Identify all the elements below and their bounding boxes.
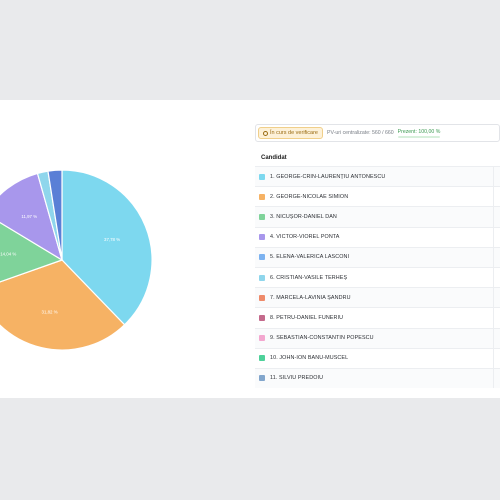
candidate-name: 3. NICUȘOR-DANIEL DAN: [270, 213, 337, 220]
candidate-color-swatch: [259, 234, 265, 241]
candidate-name: 4. VICTOR-VIOREL PONTA: [270, 234, 340, 241]
pie-slice[interactable]: [61, 169, 153, 326]
column-divider: [493, 167, 494, 187]
candidate-name: 6. CRISTIAN-VASILE TERHEȘ: [270, 274, 348, 281]
candidate-row[interactable]: 11. SILVIU PREDOIU: [255, 367, 500, 389]
candidate-name: 8. PETRU-DANIEL FUNERIU: [270, 314, 344, 321]
verification-status-label: În curs de verificare: [270, 130, 318, 136]
candidate-row[interactable]: 7. MARCELA-LAVINIA ȘANDRU: [255, 287, 500, 308]
column-divider: [493, 267, 494, 288]
presence-label: Prezent: 100,00 %: [397, 128, 441, 135]
candidate-color-swatch: [259, 314, 265, 321]
candidate-name: 11. SILVIU PREDOIU: [270, 375, 324, 382]
pie-slice-label: 31,82 %: [42, 310, 58, 315]
column-divider: [493, 227, 494, 247]
candidate-color-swatch: [259, 375, 265, 382]
candidate-list: 1. GEORGE-CRIN-LAURENȚIU ANTONESCU 2. GEO…: [255, 166, 500, 389]
column-divider: [493, 348, 494, 368]
pie-slice[interactable]: [0, 214, 64, 290]
candidate-color-swatch: [259, 193, 265, 200]
candidate-color-swatch: [259, 355, 265, 362]
results-pie-chart: 37,78 % 31,82 % 14,04 % 11,97 %: [0, 169, 153, 351]
column-divider: [493, 328, 494, 348]
candidate-color-swatch: [259, 294, 265, 301]
clock-icon: [263, 130, 268, 136]
pie-slice[interactable]: [0, 259, 126, 351]
candidate-row[interactable]: 8. PETRU-DANIEL FUNERIU: [255, 307, 500, 328]
candidate-color-swatch: [259, 254, 265, 261]
candidate-name: 10. JOHN-ION BANU-MUSCEL: [270, 355, 349, 362]
presence-progress-bar: [397, 135, 441, 138]
pie-slice-label: 11,97 %: [21, 214, 37, 219]
candidate-row[interactable]: 3. NICUȘOR-DANIEL DAN: [255, 206, 500, 227]
verification-status-chip[interactable]: În curs de verificare: [258, 127, 323, 139]
presence-indicator: Prezent: 100,00 %: [397, 128, 441, 138]
pie-slice-label: 37,78 %: [104, 237, 120, 242]
candidate-color-swatch: [259, 213, 265, 220]
candidate-column-header[interactable]: Candidat: [261, 154, 287, 161]
candidate-row[interactable]: 4. VICTOR-VIOREL PONTA: [255, 226, 500, 247]
candidate-name: 2. GEORGE-NICOLAE SIMION: [270, 193, 349, 200]
candidate-name: 5. ELENA-VALERICA LASCONI: [270, 254, 350, 261]
column-divider: [493, 288, 494, 308]
candidate-color-swatch: [259, 274, 265, 281]
candidate-row[interactable]: 1. GEORGE-CRIN-LAURENȚIU ANTONESCU: [255, 166, 500, 187]
sections-counter: PV-uri centralizate: 560 / 660: [327, 130, 394, 136]
pie-slice[interactable]: [0, 172, 63, 262]
pie-slice[interactable]: [47, 169, 63, 261]
candidate-name: 1. GEORGE-CRIN-LAURENȚIU ANTONESCU: [270, 173, 386, 180]
column-divider: [493, 207, 494, 227]
candidate-row[interactable]: 10. JOHN-ION BANU-MUSCEL: [255, 347, 500, 368]
candidate-row[interactable]: 2. GEORGE-NICOLAE SIMION: [255, 186, 500, 207]
candidate-color-swatch: [259, 173, 265, 180]
column-divider: [493, 368, 494, 389]
candidate-color-swatch: [259, 335, 265, 342]
candidate-row[interactable]: 6. CRISTIAN-VASILE TERHEȘ: [255, 266, 500, 288]
candidate-name: 7. MARCELA-LAVINIA ȘANDRU: [270, 294, 351, 301]
pie-slice-label: 14,04 %: [0, 252, 16, 257]
column-divider: [493, 247, 494, 267]
status-bar: În curs de verificare PV-uri centralizat…: [255, 124, 500, 142]
column-divider: [493, 308, 494, 328]
candidate-name: 9. SEBASTIAN-CONSTANTIN POPESCU: [270, 335, 374, 342]
column-divider: [493, 187, 494, 207]
candidate-row[interactable]: 5. ELENA-VALERICA LASCONI: [255, 246, 500, 267]
candidate-row[interactable]: 9. SEBASTIAN-CONSTANTIN POPESCU: [255, 327, 500, 348]
